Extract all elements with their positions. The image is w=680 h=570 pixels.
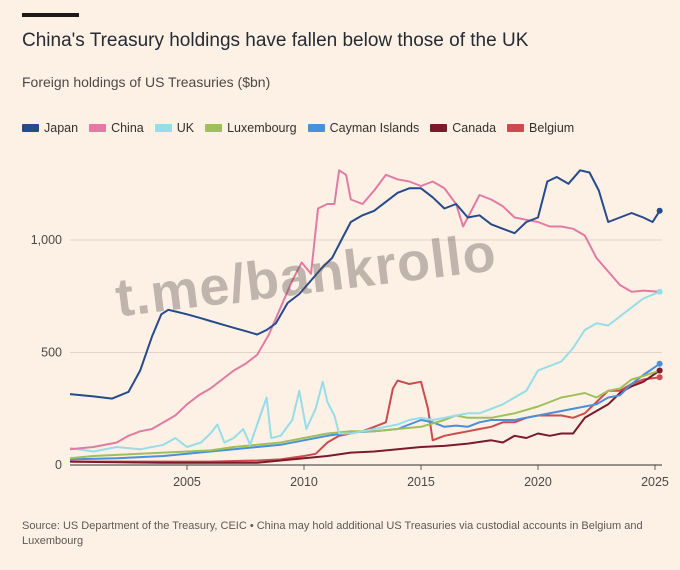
brand-rule bbox=[22, 13, 79, 17]
series-line-canada bbox=[69, 369, 661, 464]
series-line-belgium bbox=[70, 376, 660, 463]
series-line-luxembourg bbox=[69, 369, 661, 460]
legend-item-japan: Japan bbox=[22, 121, 78, 135]
legend-item-canada: Canada bbox=[430, 121, 496, 135]
y-tick-label: 0 bbox=[55, 458, 62, 472]
legend-item-luxembourg: Luxembourg bbox=[205, 121, 297, 135]
legend-swatch bbox=[307, 124, 325, 132]
legend-swatch bbox=[22, 124, 39, 132]
endpoint-uk bbox=[656, 288, 663, 295]
source-note: Source: US Department of the Treasury, C… bbox=[22, 520, 643, 547]
y-tick-label: 500 bbox=[41, 346, 62, 360]
endpoint-canada bbox=[656, 367, 663, 374]
series-line-cayman-islands bbox=[69, 362, 661, 461]
legend-label: Japan bbox=[44, 121, 79, 135]
legend-item-cayman-islands: Cayman Islands bbox=[307, 121, 420, 135]
endpoint-japan bbox=[656, 207, 663, 214]
legend-swatch bbox=[154, 124, 172, 132]
legend-swatch bbox=[89, 124, 107, 132]
x-tick-label: 2010 bbox=[290, 475, 318, 489]
legend-label: Canada bbox=[452, 121, 497, 135]
x-tick-label: 2005 bbox=[173, 475, 201, 489]
legend-swatch bbox=[205, 124, 223, 132]
legend-swatch bbox=[507, 124, 525, 132]
x-tick-label: 2025 bbox=[641, 475, 669, 489]
y-tick-label: 1,000 bbox=[31, 233, 62, 247]
x-tick-label: 2020 bbox=[524, 475, 552, 489]
chart-legend: Japan China UK Luxembourg Cayman Islands Cana… bbox=[22, 121, 574, 135]
chart-subtitle: Foreign holdings of US Treasuries ($bn) bbox=[22, 74, 271, 90]
chart-title: China's Treasury holdings have fallen be… bbox=[22, 30, 529, 51]
endpoint-cayman-islands bbox=[656, 360, 663, 367]
legend-label: Belgium bbox=[529, 121, 575, 135]
legend-item-belgium: Belgium bbox=[507, 121, 574, 135]
series-line-japan bbox=[69, 169, 661, 400]
series-line-china bbox=[69, 169, 660, 451]
legend-label: UK bbox=[176, 121, 195, 135]
legend-swatch bbox=[430, 124, 448, 132]
endpoint-belgium bbox=[656, 374, 663, 381]
series-line-uk bbox=[69, 290, 661, 453]
legend-label: China bbox=[111, 121, 144, 135]
legend-item-uk: UK bbox=[154, 121, 195, 135]
x-tick-label: 2015 bbox=[407, 475, 435, 489]
legend-label: Cayman Islands bbox=[329, 121, 420, 135]
legend-item-china: China bbox=[89, 121, 144, 135]
legend-label: Luxembourg bbox=[227, 121, 297, 135]
